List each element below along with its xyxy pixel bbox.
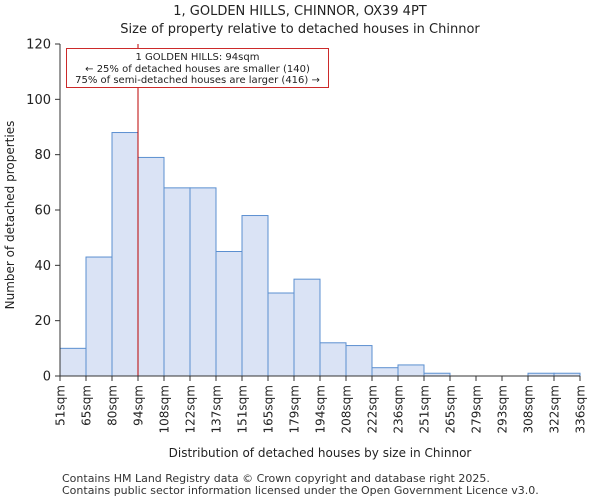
chart-title: 1, GOLDEN HILLS, CHINNOR, OX39 4PT <box>173 4 427 19</box>
histogram-bar <box>267 292 295 377</box>
y-tick-label: 0 <box>43 370 51 385</box>
x-tick-label: 80sqm <box>106 385 120 426</box>
x-tick-label: 322sqm <box>548 385 562 433</box>
annotation-line-1: 1 GOLDEN HILLS: 94sqm <box>135 52 260 63</box>
x-ticks-group: 51sqm 65sqm 80sqm 94sqm 108sqm 122sqm 137sqm 15… <box>54 376 588 433</box>
x-tick-label: 293sqm <box>496 385 510 433</box>
x-tick-label: 122sqm <box>184 385 198 433</box>
histogram-bar <box>137 156 165 377</box>
bars-group <box>59 132 581 377</box>
y-tick-label: 60 <box>34 204 51 219</box>
y-axis-label: Number of detached properties <box>3 121 17 310</box>
x-tick-label: 51sqm <box>54 385 68 426</box>
footer-line-2: Contains public sector information licen… <box>62 484 539 497</box>
histogram-bar <box>319 342 347 377</box>
histogram-bar <box>163 187 191 377</box>
y-tick-label: 100 <box>26 93 51 108</box>
x-axis-label: Distribution of detached houses by size … <box>169 446 472 460</box>
annotation-line-3: 75% of semi-detached houses are larger (… <box>75 75 320 86</box>
histogram-bar <box>345 345 373 377</box>
histogram-bar <box>189 187 217 377</box>
y-tick-label: 40 <box>34 259 51 274</box>
footer-line-1: Contains HM Land Registry data © Crown c… <box>62 472 490 485</box>
histogram-bar <box>397 364 425 377</box>
y-tick-label: 120 <box>26 38 51 53</box>
x-tick-label: 194sqm <box>314 385 328 433</box>
annotation-line-2: ← 25% of detached houses are smaller (14… <box>85 63 310 75</box>
histogram-bar <box>111 132 139 377</box>
y-tick-label: 80 <box>34 148 51 163</box>
x-tick-label: 279sqm <box>470 385 484 433</box>
x-tick-label: 236sqm <box>392 385 406 433</box>
x-tick-label: 108sqm <box>158 385 172 433</box>
x-tick-label: 65sqm <box>80 385 94 426</box>
x-tick-label: 308sqm <box>522 385 536 433</box>
histogram-bar <box>215 251 243 377</box>
x-tick-label: 179sqm <box>288 385 302 433</box>
annotation-box: 1 GOLDEN HILLS: 94sqm ← 25% of detached … <box>66 48 329 88</box>
histogram-bar <box>85 256 113 377</box>
x-tick-label: 151sqm <box>236 385 250 433</box>
x-tick-label: 208sqm <box>340 385 354 433</box>
x-tick-label: 222sqm <box>366 385 380 433</box>
chart-subtitle: Size of property relative to detached ho… <box>120 22 480 37</box>
x-tick-label: 336sqm <box>574 385 588 433</box>
histogram-bar <box>371 367 399 377</box>
x-tick-label: 265sqm <box>444 385 458 433</box>
y-tick-label: 20 <box>34 314 51 329</box>
x-tick-label: 165sqm <box>262 385 276 433</box>
histogram-bar <box>293 278 321 377</box>
x-tick-label: 137sqm <box>210 385 224 433</box>
histogram-bar <box>59 347 87 377</box>
x-tick-label: 251sqm <box>418 385 432 433</box>
y-ticks-group: 0 20 40 60 80 100 120 <box>26 38 60 385</box>
histogram-bar <box>241 215 269 377</box>
x-tick-label: 94sqm <box>132 385 146 426</box>
